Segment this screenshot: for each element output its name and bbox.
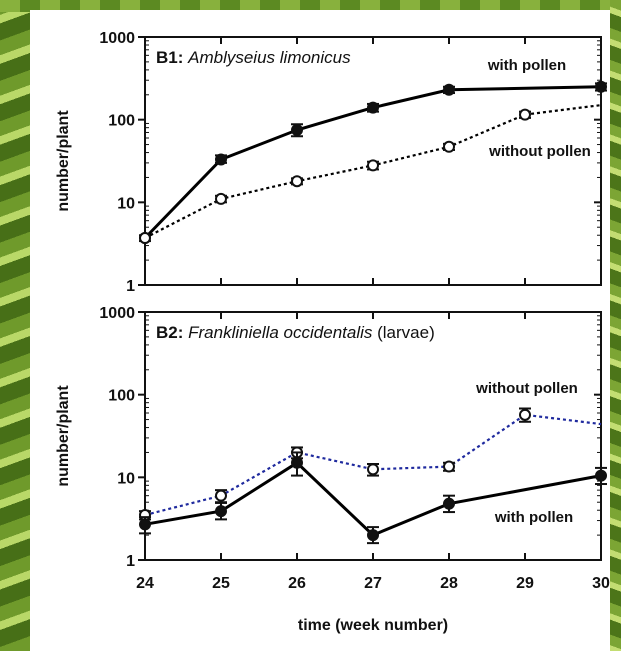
population-charts: 1 10 100 1000 number/plant B1: Amblyseius lim… [55,30,610,634]
x-tick-label: 27 [364,575,382,592]
background-foliage-left [0,0,30,651]
x-tick-label: 25 [212,575,230,592]
series-without-pollen: without pollen [139,104,602,245]
series-line [143,85,602,240]
y-tick-label: 1000 [99,30,135,47]
data-point [367,529,379,542]
data-point [291,123,303,136]
y-tick-label: 10 [117,195,135,212]
data-point [367,101,379,114]
series-line [144,460,602,537]
x-tick-label: 30 [592,575,610,592]
x-tick-label: 24 [136,575,154,592]
data-point [519,408,531,421]
y-tick-label: 10 [117,470,135,487]
series-label: with pollen [494,509,573,526]
panel-title: B2: Frankliniella occidentalis (larvae) [156,323,435,342]
data-point [443,83,455,96]
panel-B1: 1 10 100 1000 number/plant B1: Amblyseius lim… [55,30,607,295]
panel-title-suffix: (larvae) [372,323,434,342]
series-label: with pollen [487,57,566,74]
y-tick-label: 1 [126,278,135,295]
data-point [215,505,227,518]
series-line [144,104,602,239]
data-point [443,460,455,473]
y-tick-label: 100 [108,113,135,130]
data-point [519,108,531,121]
data-point [367,159,379,172]
data-point [443,497,455,510]
background-foliage-right [610,0,621,651]
panel-title-id: B1: [156,48,188,67]
x-tick-label: 29 [516,575,534,592]
panel-title: B1: Amblyseius limonicus [156,48,351,67]
y-tick-label: 1 [126,553,135,570]
panel-title-id: B2: [156,323,188,342]
x-tick-label: 26 [288,575,306,592]
background-foliage-top [0,0,621,12]
series-label: without pollen [475,380,578,397]
data-point [139,232,151,245]
data-point [595,469,607,482]
panel-title-species: Frankliniella occidentalis [188,323,373,342]
series-with-pollen: with pollen [139,451,607,545]
data-point [443,140,455,153]
y-tick-label: 100 [108,388,135,405]
x-axis-title: time (week number) [298,617,448,634]
data-point [291,456,303,469]
data-point [215,153,227,166]
series-without-pollen: without pollen [139,380,602,522]
panel-B2: 1 10 100 1000 24 25 26 27 28 29 30 number/plant time… [55,305,610,634]
data-point [595,80,607,93]
data-point [291,175,303,188]
data-point [215,192,227,205]
y-axis-title: number/plant [55,385,72,487]
panel-title-species: Amblyseius limonicus [187,48,351,67]
y-tick-label: 1000 [99,305,135,322]
figure-card: 1 10 100 1000 number/plant B1: Amblyseius lim… [30,10,610,651]
x-tick-label: 28 [440,575,458,592]
data-point [367,463,379,476]
data-point [215,489,227,502]
series-label: without pollen [488,143,591,160]
data-point [139,518,151,531]
y-axis-title: number/plant [55,110,72,212]
